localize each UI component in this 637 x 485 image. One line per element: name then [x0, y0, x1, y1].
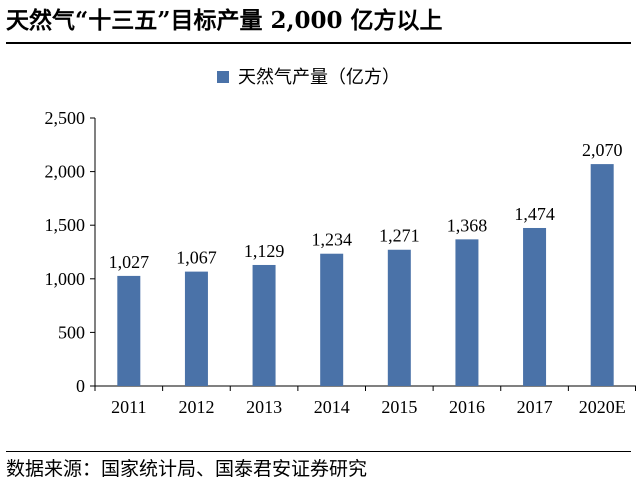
data-label: 1,129 [244, 241, 285, 261]
chart-legend: 天然气产量（亿方） [217, 67, 400, 88]
page-title: 天然气“十三五”目标产量 2,000 亿方以上 [6, 7, 443, 34]
bar [455, 239, 479, 386]
x-tick-label: 2011 [111, 397, 146, 417]
x-axis: 2011 2012 2013 2014 2015 2016 2017 2020E [94, 385, 636, 417]
x-tick-label: 2014 [314, 397, 350, 417]
y-tick-label: 500 [58, 322, 85, 342]
y-axis: 0 500 1,000 1,500 2,000 2,500 [45, 108, 96, 396]
bar [523, 227, 547, 386]
x-tick-label: 2016 [449, 397, 485, 417]
bar [320, 253, 344, 386]
title-underline [6, 42, 631, 44]
data-label: 1,271 [379, 226, 420, 246]
bar [590, 164, 614, 386]
data-label: 1,368 [447, 215, 488, 235]
bar-series [117, 164, 614, 386]
x-tick-label: 2017 [517, 397, 553, 417]
x-tick-label: 2015 [381, 397, 417, 417]
x-tick-label: 2013 [246, 397, 282, 417]
source-note: 数据来源：国家统计局、国泰君安证券研究 [6, 458, 368, 480]
data-label: 1,474 [514, 204, 555, 224]
y-tick-label: 2,500 [45, 108, 86, 128]
data-labels: 1,027 1,067 1,129 1,234 1,271 1,368 1,474 2,070 [109, 140, 623, 272]
bar [387, 249, 411, 386]
data-label: 1,234 [311, 230, 352, 250]
legend-label: 天然气产量（亿方） [238, 67, 400, 88]
y-tick-label: 2,000 [45, 162, 86, 182]
data-label: 2,070 [582, 140, 623, 160]
data-label: 1,027 [109, 252, 150, 272]
data-label: 1,067 [176, 248, 217, 268]
x-tick-label: 2012 [178, 397, 214, 417]
bar [252, 264, 276, 386]
source-divider [6, 451, 631, 452]
y-tick-label: 1,500 [45, 215, 86, 235]
bar [184, 271, 208, 386]
y-tick-label: 1,000 [45, 269, 86, 289]
legend-swatch [217, 71, 229, 83]
y-tick-label: 0 [76, 376, 85, 396]
bar [117, 275, 141, 386]
x-tick-label: 2020E [579, 397, 626, 417]
